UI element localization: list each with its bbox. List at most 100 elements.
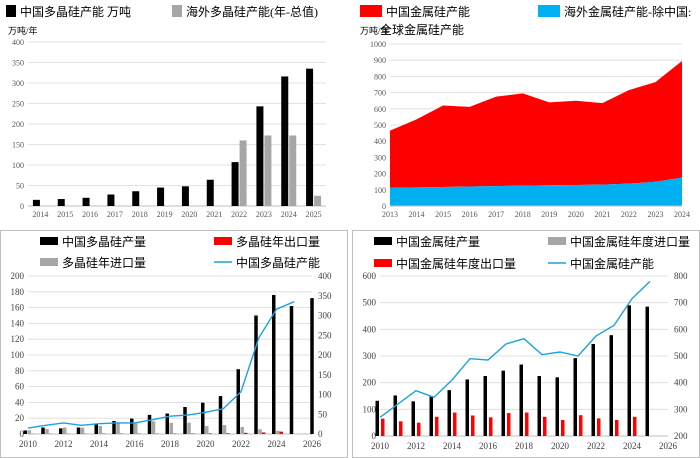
y-tick-label-left: 100 bbox=[363, 404, 377, 414]
legend-overseas-poly-capacity: 海外多晶硅产能(年-总值) bbox=[186, 4, 318, 19]
legend-metal-export: 中国金属硅年度出口量 bbox=[396, 256, 516, 271]
x-tick-label: 2024 bbox=[623, 441, 642, 451]
y-tick-label-right: 350 bbox=[318, 291, 332, 301]
bar-poly-export bbox=[208, 433, 212, 434]
bar-metal-export bbox=[561, 420, 565, 436]
bar-metal-output bbox=[501, 370, 505, 436]
y-tick-label-right: 400 bbox=[318, 271, 332, 281]
y-tick-label-left: 40 bbox=[15, 397, 25, 407]
bar-metal-output bbox=[375, 400, 379, 436]
y-tick-label: 50 bbox=[16, 182, 24, 191]
chart-panel-polysilicon-capacity: 中国多晶硅产能 万吨 海外多晶硅产能(年-总值) 万吨/年 0 50 100 150 2… bbox=[0, 0, 348, 228]
bar-poly-import bbox=[240, 426, 244, 434]
y-tick-label: 700 bbox=[374, 89, 386, 98]
bar-metal-export bbox=[615, 420, 619, 436]
y-tick-label: 400 bbox=[374, 137, 386, 146]
bar-metal-export bbox=[399, 421, 403, 436]
y-tick-label-right: 800 bbox=[674, 271, 688, 281]
y-tick-label-right: 150 bbox=[318, 370, 332, 380]
legend-swatch-cn-metal-capacity bbox=[360, 5, 382, 17]
y-tick-label-right: 400 bbox=[674, 378, 688, 388]
bar-cn-poly-capacity bbox=[206, 179, 214, 206]
bar-metal-output bbox=[519, 364, 523, 436]
bar-poly-import bbox=[205, 426, 209, 434]
x-tick-label: 2021 bbox=[594, 210, 610, 219]
bar-poly-export bbox=[226, 433, 230, 434]
bar-metal-output bbox=[411, 401, 415, 436]
bar-poly-output bbox=[112, 420, 116, 434]
bar-metal-export bbox=[543, 416, 547, 436]
bar-poly-import bbox=[63, 427, 67, 434]
legend-cn-poly-capacity: 中国多晶硅产能 万吨 bbox=[20, 4, 131, 19]
x-tick-label: 2023 bbox=[256, 210, 272, 219]
x-tick-label: 2014 bbox=[32, 210, 48, 219]
y-tick-label: 900 bbox=[374, 56, 386, 65]
bar-poly-import bbox=[98, 425, 102, 434]
x-tick-label: 2024 bbox=[268, 439, 287, 449]
legend-poly-output: 中国多晶硅产量 bbox=[62, 234, 146, 249]
y-tick-label-left: 0 bbox=[20, 429, 25, 439]
legend-overseas-metal-capacity: 海外金属硅产能-除中国: bbox=[564, 4, 691, 19]
legend-swatch-metal-output bbox=[374, 237, 392, 245]
y-tick-label-right: 700 bbox=[674, 298, 688, 308]
y-tick-label: 500 bbox=[374, 121, 386, 130]
x-tick-label: 2018 bbox=[515, 441, 534, 451]
bar-poly-output bbox=[130, 418, 134, 434]
bar-metal-export bbox=[489, 417, 493, 436]
y-tick-label: 800 bbox=[374, 72, 386, 81]
bar-metal-output bbox=[591, 344, 595, 436]
x-tick-label: 2022 bbox=[232, 439, 250, 449]
bar-poly-import bbox=[134, 422, 138, 434]
x-tick-label: 2019 bbox=[541, 210, 557, 219]
bar-metal-output bbox=[537, 376, 541, 436]
x-tick-label: 2020 bbox=[551, 441, 570, 451]
x-tick-label: 2015 bbox=[435, 210, 451, 219]
bar-metal-output bbox=[393, 395, 397, 436]
x-tick-label: 2022 bbox=[587, 441, 605, 451]
y-tick-label: 150 bbox=[12, 141, 24, 150]
bar-poly-import bbox=[222, 425, 227, 434]
x-tick-label: 2014 bbox=[409, 210, 425, 219]
y-axis-unit: 万吨/年 bbox=[360, 25, 390, 36]
legend-swatch-metal-import bbox=[548, 237, 566, 245]
legend-metal-import: 中国金属硅年度进口量 bbox=[570, 234, 690, 249]
bar-poly-output bbox=[201, 402, 205, 434]
y-tick-label: 300 bbox=[12, 79, 24, 88]
bar-poly-output bbox=[183, 406, 187, 434]
legend-swatch-overseas-metal-capacity bbox=[538, 5, 560, 17]
x-tick-label: 2012 bbox=[407, 441, 425, 451]
legend-swatch-poly-import bbox=[40, 258, 58, 266]
bar-cn-poly-capacity bbox=[231, 162, 239, 206]
x-tick-label: 2024 bbox=[281, 210, 297, 219]
bar-metal-output bbox=[609, 335, 613, 436]
y-tick-label-right: 600 bbox=[674, 324, 688, 334]
bar-cn-poly-capacity bbox=[306, 68, 314, 207]
x-tick-label: 2014 bbox=[443, 441, 462, 451]
bar-metal-export bbox=[453, 412, 457, 436]
y-tick-label-right: 100 bbox=[318, 390, 332, 400]
legend-swatch-metal-export bbox=[374, 259, 392, 267]
y-tick-label: 250 bbox=[12, 100, 24, 109]
y-tick-label-left: 400 bbox=[363, 324, 377, 334]
y-tick-label: 300 bbox=[374, 153, 386, 162]
line-poly-capacity bbox=[27, 301, 295, 429]
y-tick-label-left: 500 bbox=[363, 298, 377, 308]
y-tick-label-left: 120 bbox=[11, 334, 25, 344]
legend-cn-metal-capacity: 中国金属硅产能 bbox=[386, 4, 470, 19]
bar-metal-output bbox=[645, 306, 649, 436]
y-tick-label-left: 600 bbox=[363, 271, 377, 281]
y-tick-label: 100 bbox=[374, 186, 386, 195]
y-tick-label-right: 0 bbox=[318, 429, 323, 439]
legend-swatch-poly-export bbox=[214, 237, 232, 245]
y-tick-label-left: 200 bbox=[363, 378, 377, 388]
bar-overseas-poly-capacity bbox=[289, 135, 297, 206]
x-tick-label: 2024 bbox=[674, 210, 690, 219]
bar-poly-export bbox=[279, 431, 283, 434]
bar-metal-output bbox=[555, 377, 559, 436]
y-tick-label-right: 500 bbox=[674, 351, 688, 361]
bar-metal-export bbox=[381, 418, 385, 436]
y-tick-label-right: 300 bbox=[674, 404, 688, 414]
bar-cn-poly-capacity bbox=[132, 191, 140, 206]
bar-cn-poly-capacity bbox=[82, 197, 90, 206]
bar-poly-output bbox=[289, 306, 294, 434]
